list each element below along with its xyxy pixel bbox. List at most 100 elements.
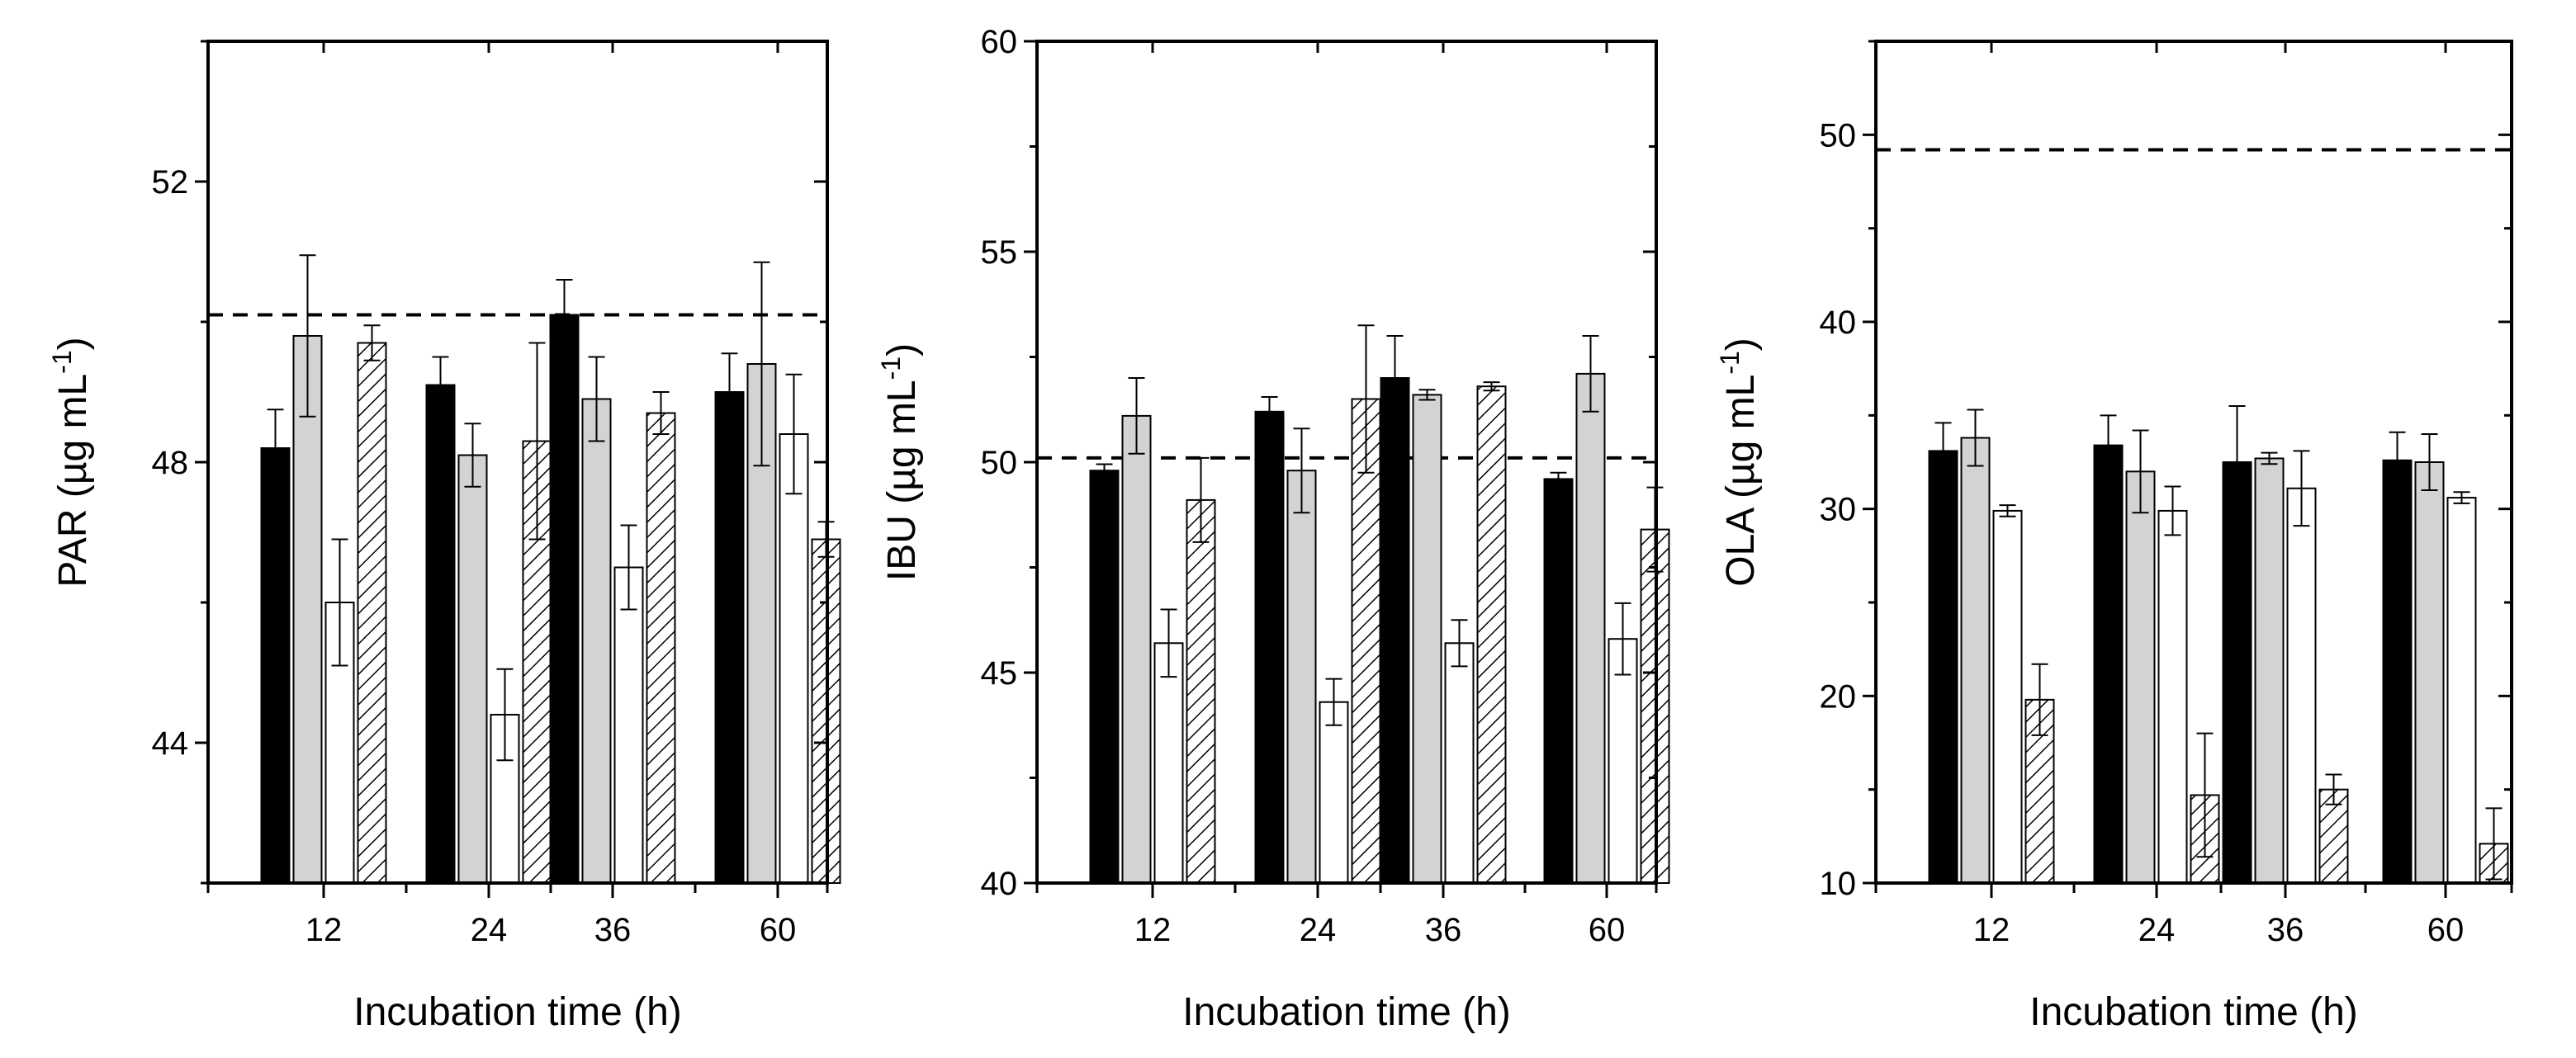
ibu-bar-black-36: [1380, 377, 1410, 884]
ibu-y-tick-label-60: 60: [981, 24, 1018, 60]
par-bar-black-12: [260, 447, 291, 884]
ola-x-tick-label-60: 60: [2427, 912, 2465, 948]
ibu-y-tick-label-40: 40: [981, 866, 1018, 902]
par-error-bar-white-24: [496, 668, 514, 762]
par-bar-hatched-12: [357, 342, 387, 884]
ibu-bar-black-12: [1089, 470, 1120, 884]
par-y-tick-label-52: 52: [152, 164, 189, 201]
par-y-axis-title: PAR (µg mL-1): [47, 337, 95, 587]
par-y-axis-name: PAR: [51, 498, 95, 587]
ola-error-bar-grey-36: [2261, 451, 2278, 465]
ibu-y-axis-unit-exponent: -1: [876, 357, 906, 380]
ibu-bar-white-36: [1444, 642, 1475, 884]
ola-y-tick-label-50: 50: [1820, 117, 1857, 154]
ibu-y-axis-unit-close: ): [880, 343, 924, 357]
ibu-bar-hatched-24: [1351, 398, 1381, 884]
ola-bar-white-36: [2286, 487, 2317, 884]
ibu-error-bar-white-36: [1451, 619, 1468, 668]
ibu-y-tick-label-55: 55: [981, 234, 1018, 271]
ola-error-bar-white-12: [1999, 504, 2016, 517]
ola-error-bar-white-24: [2164, 485, 2181, 536]
par-bar-grey-12: [292, 335, 323, 884]
ola-error-bar-black-12: [1934, 422, 1952, 480]
ola-error-bar-white-36: [2293, 450, 2310, 527]
par-error-bar-white-36: [620, 524, 637, 611]
par-error-bar-white-12: [331, 538, 348, 667]
ola-x-tick-label-12: 12: [1973, 912, 2010, 948]
ibu-y-axis-name: IBU: [880, 504, 924, 581]
par-bar-grey-24: [457, 454, 488, 884]
ibu-bar-grey-12: [1121, 414, 1152, 884]
ola-error-bar-hatched-60: [2485, 807, 2503, 881]
ola-x-tick-label-24: 24: [2138, 912, 2176, 948]
ola-plot-frame: [1874, 40, 2513, 885]
ibu-x-axis-title: Incubation time (h): [1182, 990, 1511, 1034]
ibu-bar-grey-36: [1412, 394, 1442, 884]
ola-y-tick-label-30: 30: [1820, 492, 1857, 528]
par-error-bar-grey-12: [299, 254, 316, 418]
par-error-bar-grey-24: [464, 423, 481, 488]
ibu-y-tick-label-45: 45: [981, 655, 1018, 692]
ibu-bar-grey-60: [1575, 372, 1606, 884]
par-x-tick-label-60: 60: [760, 912, 797, 948]
ibu-y-tick-label-50: 50: [981, 445, 1018, 481]
ibu-x-tick-label-60: 60: [1589, 912, 1626, 948]
ola-y-tick-label-40: 40: [1820, 305, 1857, 341]
par-error-bar-black-12: [267, 409, 284, 488]
ola-y-tick-label-20: 20: [1820, 678, 1857, 715]
ibu-error-bar-grey-24: [1293, 427, 1310, 514]
ola-error-bar-black-36: [2228, 405, 2246, 519]
par-error-bar-black-24: [432, 356, 449, 414]
ola-bar-grey-24: [2125, 470, 2156, 884]
ola-bar-black-12: [1928, 450, 1958, 884]
ibu-error-bar-black-60: [1550, 471, 1567, 487]
ola-y-axis-title: OLA (µg mL-1): [1715, 338, 1763, 587]
ibu-error-bar-white-60: [1614, 602, 1631, 676]
par-y-tick-label-48: 48: [152, 445, 189, 481]
ola-bar-black-60: [2382, 459, 2413, 884]
par-bar-black-36: [549, 314, 580, 884]
ola-y-axis-unit-close: ): [1719, 338, 1763, 351]
ola-bar-grey-36: [2254, 457, 2285, 884]
ibu-error-bar-grey-60: [1582, 335, 1599, 413]
ola-panel: 10 20 30 40 50 12 24 36 60 Incubation time (h) OLA…: [1715, 40, 2513, 1034]
ola-y-axis-unit: (µg mL: [1719, 375, 1763, 498]
ola-error-bar-hatched-12: [2031, 663, 2048, 736]
ibu-x-tick-label-24: 24: [1300, 912, 1337, 948]
ibu-error-bar-hatched-12: [1192, 456, 1210, 543]
ola-error-bar-black-60: [2389, 431, 2406, 489]
par-y-axis-unit-exponent: -1: [47, 350, 77, 373]
par-x-tick-label-24: 24: [471, 912, 508, 948]
ibu-error-bar-white-24: [1325, 678, 1342, 726]
ola-bar-grey-60: [2414, 461, 2445, 884]
ola-error-bar-black-24: [2100, 414, 2117, 476]
par-y-axis-unit: (µg mL: [51, 374, 95, 498]
ibu-y-axis-unit: (µg mL: [880, 380, 924, 503]
ola-y-axis-unit-exponent: -1: [1715, 351, 1745, 374]
ola-x-axis-title: Incubation time (h): [2029, 990, 2358, 1034]
par-x-tick-label-12: 12: [305, 912, 343, 948]
ola-bar-grey-12: [1960, 437, 1991, 884]
ibu-bar-black-24: [1254, 410, 1285, 884]
ola-error-bar-white-60: [2453, 491, 2470, 504]
par-bar-black-60: [714, 391, 745, 884]
par-y-tick-label-44: 44: [152, 725, 189, 762]
ola-bar-black-24: [2093, 444, 2124, 884]
par-x-axis-title: Incubation time (h): [353, 990, 682, 1034]
ibu-panel: 40 45 50 55 60 12 24 36 60 Incubation time (h) IBU…: [876, 24, 1670, 1034]
ola-error-bar-hatched-24: [2196, 732, 2214, 858]
par-error-bar-hatched-24: [528, 342, 546, 541]
ibu-bar-white-12: [1153, 642, 1184, 884]
par-bar-black-24: [425, 384, 456, 884]
ibu-bar-hatched-12: [1186, 498, 1216, 885]
par-error-bar-grey-60: [753, 261, 770, 467]
ibu-bar-black-60: [1543, 478, 1574, 885]
ibu-y-axis-title: IBU (µg mL-1): [876, 343, 924, 581]
ibu-error-bar-white-12: [1160, 608, 1177, 678]
ibu-bar-white-60: [1608, 638, 1638, 884]
ibu-x-tick-label-36: 36: [1425, 912, 1462, 948]
par-error-bar-hatched-12: [363, 324, 381, 361]
ola-bar-white-12: [1992, 509, 2023, 885]
par-error-bar-white-60: [785, 373, 803, 495]
